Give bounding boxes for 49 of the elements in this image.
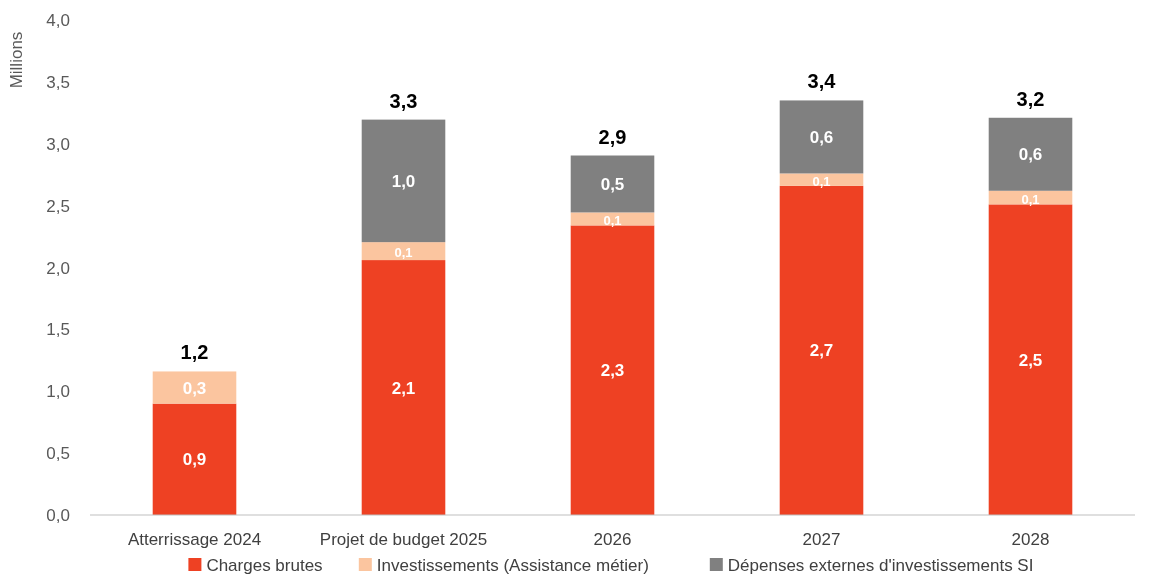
bar (361, 119, 446, 243)
x-tick-label: Projet de budget 2025 (319, 530, 488, 549)
data-label: 0,1 (812, 173, 831, 189)
data-label: 0,1 (603, 212, 622, 228)
y-tick-label: 1,0 (46, 382, 70, 402)
data-label: 1,0 (391, 171, 416, 191)
data-label: 2,3 (600, 361, 625, 381)
total-label: 3,4 (807, 70, 837, 93)
bar (779, 100, 864, 174)
legend-label: Investissements (Assistance métier) (376, 556, 649, 575)
y-tick-label: 1,5 (46, 320, 70, 340)
bar (988, 117, 1073, 191)
data-label: 0,5 (600, 174, 625, 194)
bar (570, 155, 655, 213)
y-tick-label: 2,5 (46, 196, 70, 216)
total-label: 3,3 (389, 89, 418, 112)
bar (779, 173, 864, 186)
x-tick-label: 2028 (1011, 530, 1050, 549)
data-label: 2,7 (809, 341, 834, 361)
bar (152, 371, 237, 404)
bar (988, 204, 1073, 515)
data-label: 0,1 (1021, 191, 1040, 207)
bar (570, 225, 655, 515)
legend-label: Charges brutes (206, 556, 323, 575)
y-tick-label: 3,5 (46, 72, 70, 92)
y-tick-label: 2,0 (46, 258, 70, 278)
data-label: 0,6 (1018, 145, 1043, 165)
x-tick-label: 2027 (802, 530, 841, 549)
y-tick-label: 0,0 (46, 506, 70, 525)
data-label: 0,6 (809, 127, 834, 147)
bar (361, 242, 446, 261)
data-label: 0,9 (182, 450, 207, 470)
y-tick-label: 4,0 (46, 11, 70, 30)
bar (570, 212, 655, 226)
data-label: 2,1 (391, 378, 416, 398)
x-tick-label: Atterrissage 2024 (127, 530, 262, 549)
y-tick-label: 3,0 (46, 134, 70, 154)
bar (152, 403, 237, 515)
y-axis-title: Millions (7, 31, 26, 89)
x-tick-label: 2026 (593, 530, 632, 549)
data-label: 0,1 (394, 245, 413, 261)
bar (361, 260, 446, 515)
total-label: 3,2 (1016, 87, 1045, 110)
data-label: 0,3 (182, 378, 207, 398)
total-label: 1,2 (180, 341, 209, 364)
legend-label: Dépenses externes d'investissements SI (727, 556, 1034, 575)
data-label: 2,5 (1018, 350, 1043, 370)
total-label: 2,9 (598, 125, 627, 148)
y-tick-label: 0,5 (46, 444, 70, 464)
